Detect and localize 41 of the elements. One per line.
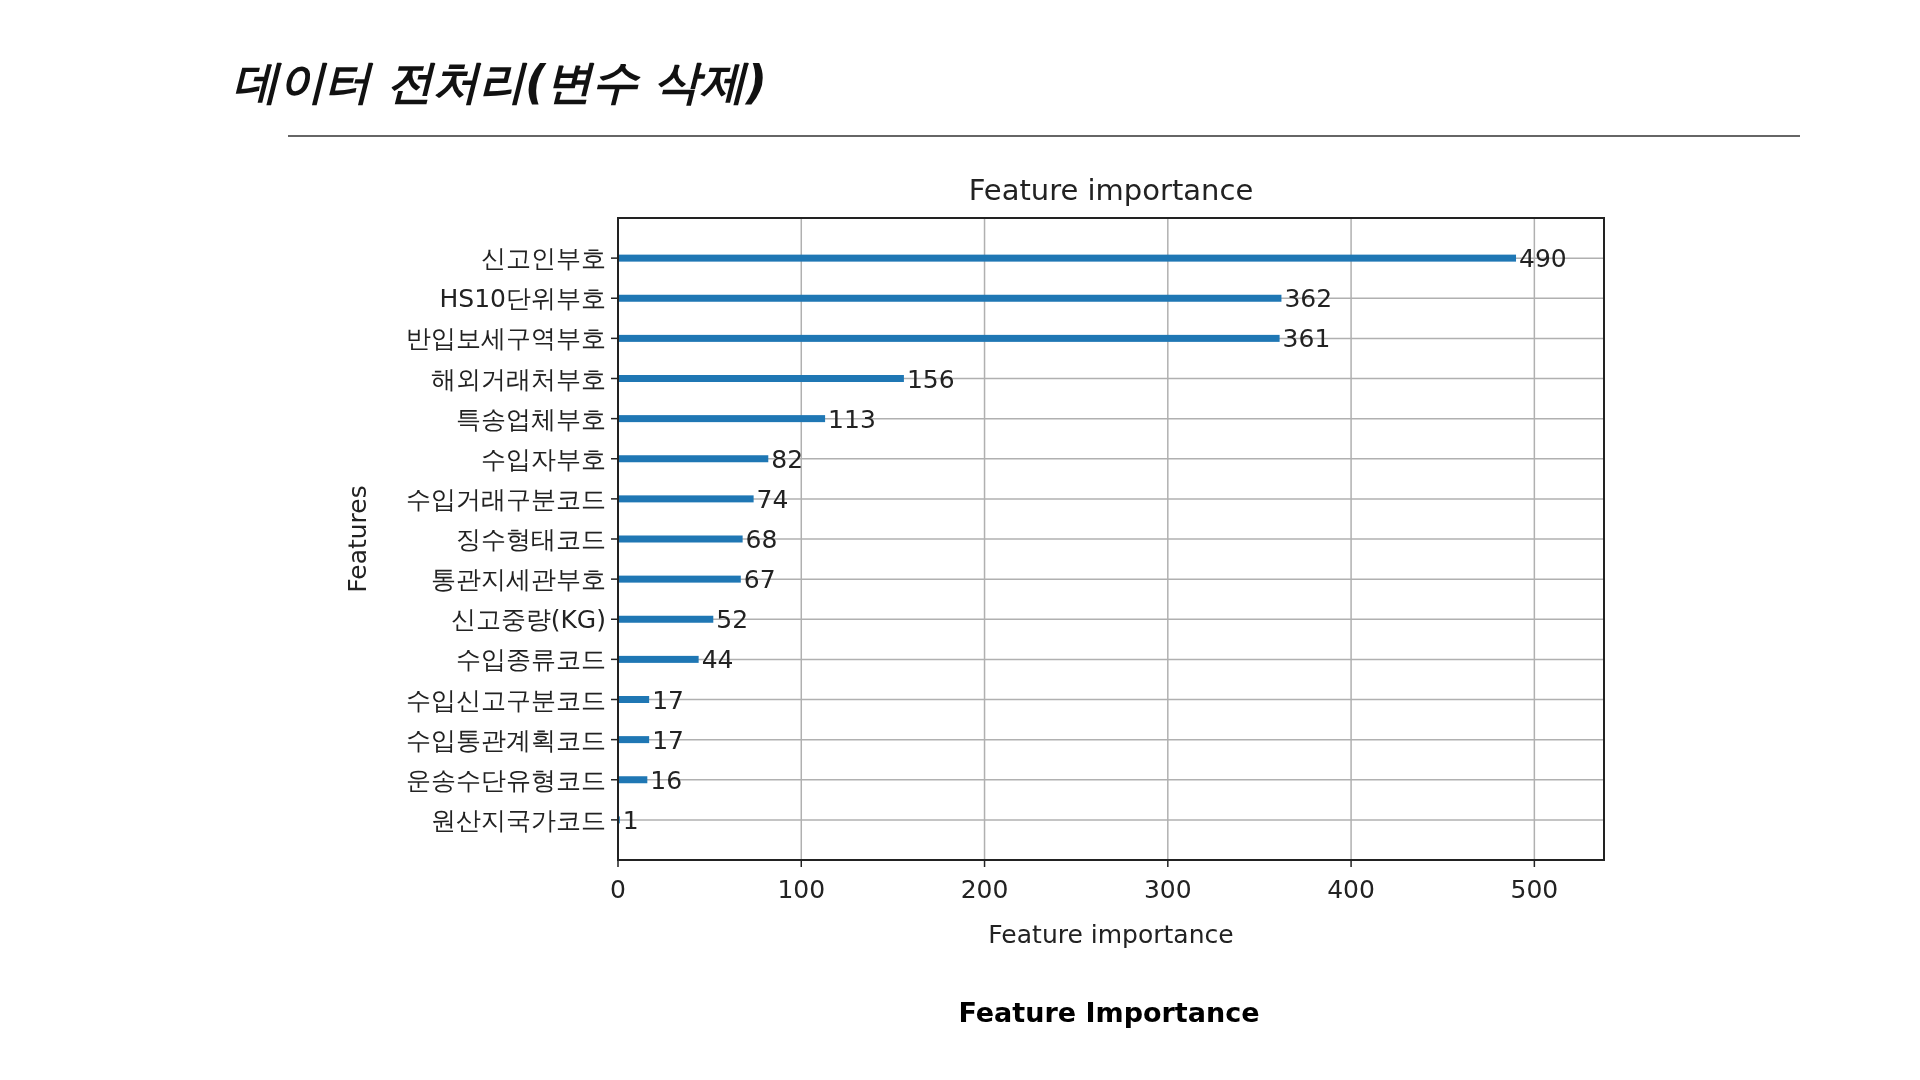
chart-title: Feature importance <box>968 173 1254 207</box>
y-axis-title: Features <box>343 485 372 593</box>
data-label: 82 <box>771 444 804 474</box>
data-label: 361 <box>1282 324 1331 354</box>
y-tick-label: 특송업체부호 <box>456 404 606 434</box>
y-tick-label: 해외거래처부호 <box>431 364 606 394</box>
text: Feature Importance <box>958 997 1260 1028</box>
x-axis-title: Feature importance <box>988 920 1234 949</box>
data-label: 74 <box>756 484 789 514</box>
text: 데이터 전처리(변수 삭제) <box>233 55 768 109</box>
y-tick-label: 운송수단유형코드 <box>406 765 606 795</box>
y-tick-label: 수입통관계획코드 <box>406 725 606 755</box>
data-label: 156 <box>906 364 955 394</box>
data-label: 68 <box>745 525 778 554</box>
x-tick-label: 400 <box>1327 875 1375 904</box>
x-tick-label: 0 <box>610 875 626 904</box>
data-label: 1 <box>622 805 639 835</box>
data-label: 44 <box>701 645 734 675</box>
x-tick-label: 500 <box>1510 875 1559 904</box>
y-tick-label: 신고인부호 <box>481 244 606 274</box>
y-tick-label: 반입보세구역부호 <box>406 324 606 354</box>
y-tick-label: 징수형태코드 <box>456 525 606 554</box>
data-label: 113 <box>828 404 876 434</box>
data-label: 52 <box>716 605 749 635</box>
data-label: 362 <box>1284 284 1333 314</box>
x-tick-label: 100 <box>777 875 826 904</box>
y-tick-label: 신고중량(KG) <box>450 605 606 635</box>
data-label: 17 <box>652 685 684 715</box>
data-label: 490 <box>1519 244 1567 274</box>
data-label: 67 <box>743 565 776 595</box>
x-tick-label: 200 <box>960 875 1009 904</box>
y-tick-label: 원산지국가코드 <box>431 805 606 835</box>
x-tick-label: 300 <box>1143 875 1192 904</box>
data-label: 16 <box>650 765 683 795</box>
y-tick-label: 수입거래구분코드 <box>406 484 606 514</box>
data-label: 17 <box>652 725 684 755</box>
y-tick-label: 수입신고구분코드 <box>406 685 606 715</box>
y-tick-label: HS10단위부호 <box>439 284 606 314</box>
y-tick-label: 수입종류코드 <box>456 645 606 675</box>
y-tick-label: 수입자부호 <box>481 444 606 474</box>
y-tick-label: 통관지세관부호 <box>431 565 606 595</box>
